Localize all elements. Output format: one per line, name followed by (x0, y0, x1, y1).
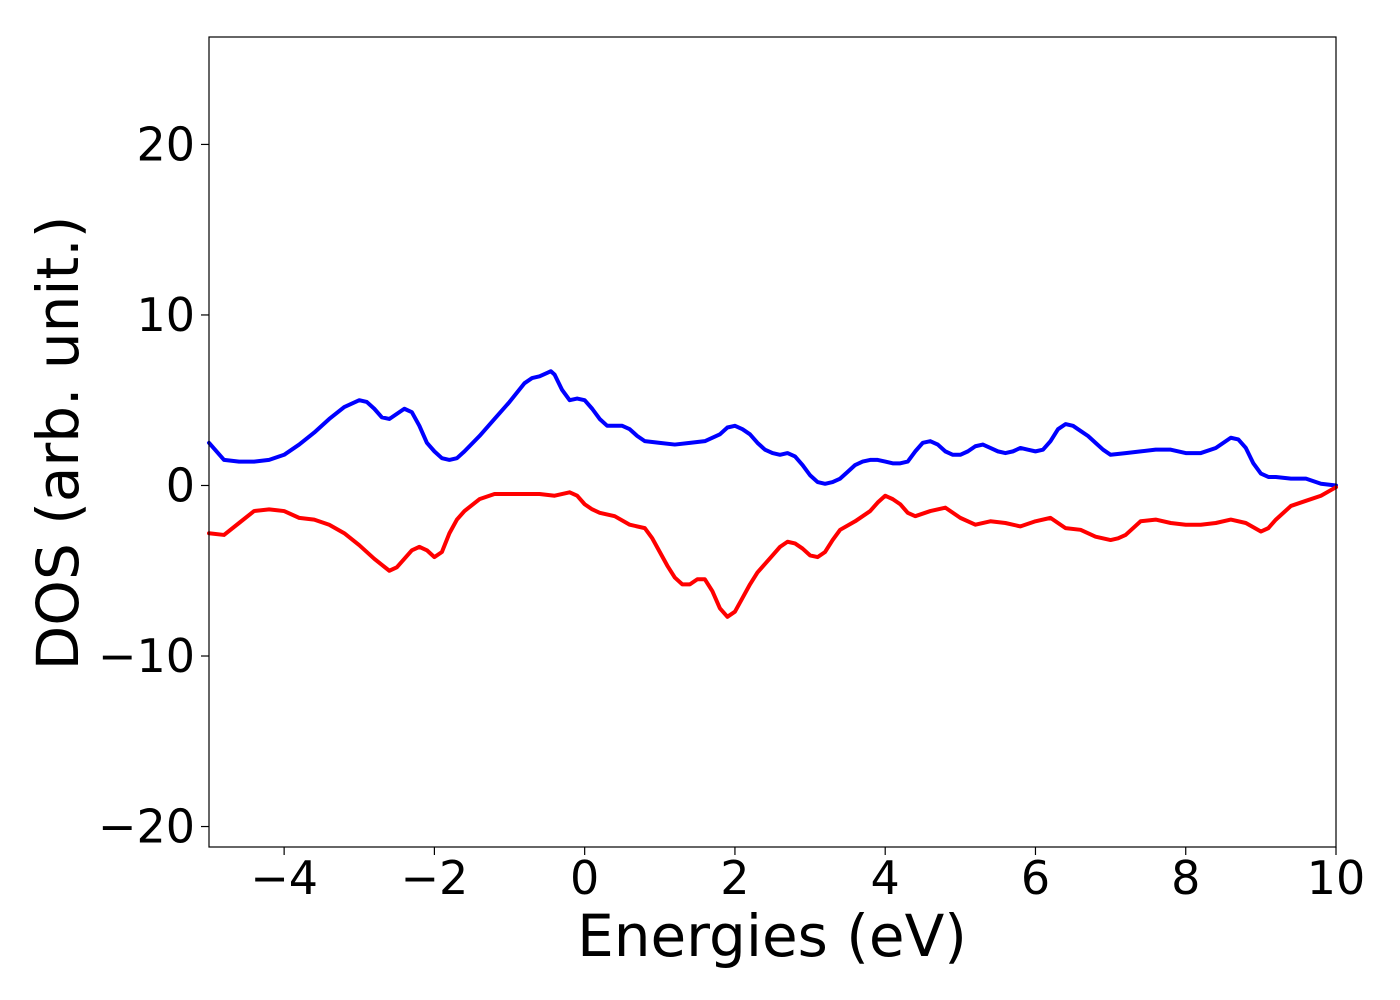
x-tick-label: 6 (1021, 851, 1050, 905)
x-tick-label: 4 (871, 851, 900, 905)
x-tick-label: 0 (570, 851, 599, 905)
y-tick-label: 10 (136, 288, 195, 342)
axes-frame (208, 36, 1337, 848)
y-tick-label: 0 (166, 458, 195, 512)
x-tick-label: −2 (400, 851, 468, 905)
plot-area (207, 36, 1338, 848)
x-tick-label: −4 (250, 851, 318, 905)
y-tick-label: −20 (98, 800, 195, 854)
x-axis-label: Energies (eV) (577, 902, 967, 970)
x-tick-label: 8 (1171, 851, 1200, 905)
y-tick-label: 20 (136, 117, 195, 171)
x-tick-label: 10 (1307, 851, 1366, 905)
series-line-2 (207, 485, 1338, 619)
series-line-1 (207, 369, 1338, 488)
y-tick-label: −10 (98, 629, 195, 683)
y-axis-ticks: −20 −10 0 10 20 (98, 117, 209, 854)
series-layer (207, 369, 1338, 619)
x-axis-ticks: −4 −2 0 2 4 6 8 10 (250, 847, 1365, 905)
x-tick-label: 2 (720, 851, 749, 905)
y-axis-label: DOS (arb. unit.) (24, 216, 92, 671)
